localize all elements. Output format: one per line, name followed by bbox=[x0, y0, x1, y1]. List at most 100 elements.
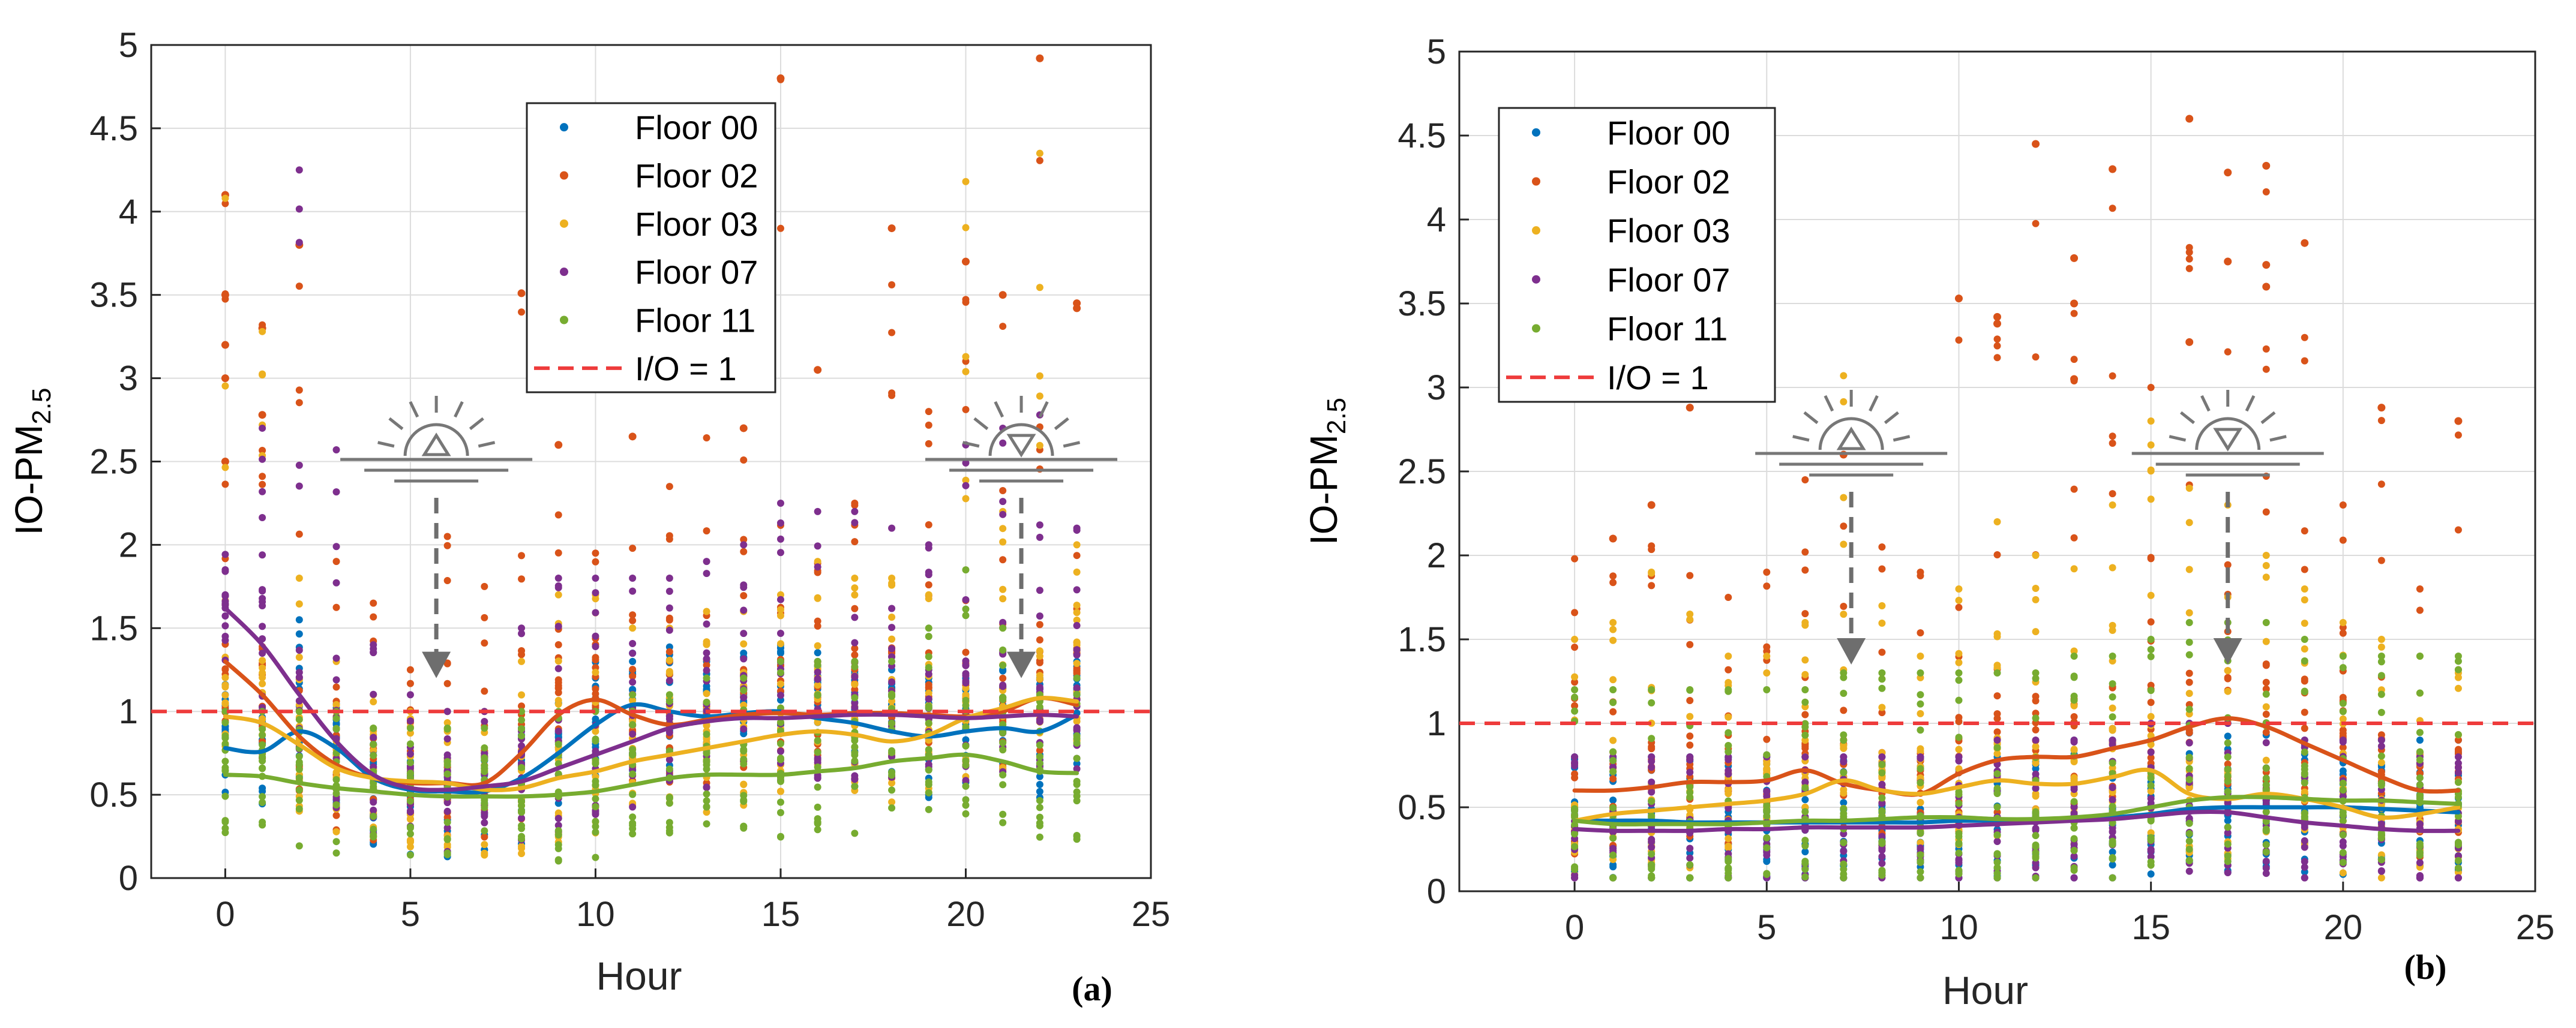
data-point-max bbox=[2416, 653, 2424, 660]
data-point-max bbox=[925, 408, 932, 416]
y-tick-label: 2.5 bbox=[89, 443, 138, 482]
data-point-max bbox=[2377, 653, 2385, 660]
data-point-max bbox=[259, 327, 266, 335]
data-point bbox=[295, 674, 303, 681]
data-point bbox=[1073, 638, 1081, 646]
data-point bbox=[1917, 829, 1924, 837]
data-point bbox=[2147, 713, 2155, 720]
data-point bbox=[518, 691, 526, 699]
data-point bbox=[2109, 848, 2116, 856]
data-point bbox=[1763, 792, 1771, 800]
data-point bbox=[406, 797, 414, 805]
data-point bbox=[406, 740, 414, 748]
data-point-max bbox=[518, 708, 526, 716]
data-point bbox=[1955, 859, 1963, 867]
data-point bbox=[443, 577, 451, 585]
data-point-max bbox=[259, 424, 266, 432]
data-point bbox=[481, 827, 488, 835]
data-point bbox=[629, 721, 637, 729]
data-point bbox=[1840, 742, 1848, 750]
data-point bbox=[554, 665, 562, 672]
data-point bbox=[1073, 690, 1081, 698]
data-point-outlier bbox=[2301, 239, 2309, 247]
data-point bbox=[665, 756, 673, 764]
panel-label-a: (a) bbox=[1072, 969, 1112, 1008]
data-point bbox=[1686, 789, 1694, 796]
data-point bbox=[518, 552, 526, 560]
data-point bbox=[740, 456, 748, 464]
y-axis-label: IO-PM2.5 bbox=[7, 387, 56, 535]
data-point-max bbox=[332, 558, 340, 566]
data-point bbox=[703, 666, 710, 674]
sun-ray bbox=[1884, 411, 1899, 425]
data-point bbox=[2070, 356, 2078, 363]
data-point bbox=[962, 782, 970, 790]
data-point bbox=[2301, 620, 2308, 627]
data-point bbox=[2377, 759, 2385, 767]
data-point bbox=[2224, 675, 2232, 683]
y-tick-label: 4 bbox=[1427, 200, 1446, 239]
data-point bbox=[703, 434, 710, 441]
legend-label: Floor 07 bbox=[1607, 261, 1730, 299]
data-point bbox=[2301, 566, 2308, 573]
data-point bbox=[2301, 333, 2308, 341]
data-point bbox=[1955, 696, 1963, 704]
data-point bbox=[1878, 846, 1886, 854]
down-triangle bbox=[1006, 434, 1036, 458]
data-point bbox=[2109, 704, 2116, 712]
y-tick-label: 2 bbox=[119, 525, 138, 564]
data-point bbox=[1609, 626, 1617, 633]
data-point bbox=[2377, 708, 2385, 716]
data-point bbox=[814, 763, 821, 771]
data-point bbox=[2070, 847, 2078, 855]
data-point bbox=[1609, 796, 1617, 804]
data-point bbox=[2301, 687, 2308, 695]
data-point-outlier bbox=[2454, 417, 2463, 425]
data-point bbox=[925, 746, 932, 753]
data-point-max bbox=[1073, 674, 1081, 682]
data-point bbox=[925, 521, 932, 529]
chart-panel-a: 0 5 10 15 20 25 0 0.5 1 1.5 2 2.5 3 3.5 4 4.5 5 Hour IO-PM… bbox=[7, 26, 1170, 998]
data-point bbox=[2032, 810, 2040, 817]
data-point-max bbox=[629, 691, 637, 699]
data-point bbox=[1571, 702, 1579, 710]
data-point bbox=[2377, 658, 2385, 666]
data-point bbox=[1917, 710, 1924, 717]
data-point bbox=[1840, 769, 1848, 777]
data-point bbox=[962, 224, 970, 232]
y-axis-label-subscript: 2.5 bbox=[27, 387, 56, 424]
data-point bbox=[2147, 555, 2155, 563]
data-point bbox=[259, 447, 266, 455]
data-point bbox=[1917, 691, 1924, 699]
data-point bbox=[962, 801, 970, 809]
data-point bbox=[1571, 760, 1579, 768]
data-point bbox=[2339, 536, 2347, 544]
data-point bbox=[2147, 781, 2155, 789]
data-point bbox=[814, 569, 821, 576]
data-point bbox=[962, 742, 970, 750]
data-point bbox=[1073, 651, 1081, 659]
x-tick-label: 10 bbox=[576, 895, 615, 934]
data-point bbox=[2147, 837, 2155, 844]
data-point bbox=[740, 686, 748, 694]
data-point bbox=[1840, 805, 1848, 813]
data-point bbox=[776, 669, 784, 677]
data-point bbox=[2185, 765, 2193, 772]
data-point bbox=[629, 587, 637, 595]
x-tick-label: 20 bbox=[946, 895, 985, 934]
data-point bbox=[1073, 724, 1081, 732]
data-point bbox=[1763, 787, 1771, 795]
data-point bbox=[1571, 678, 1579, 686]
data-point-max bbox=[2070, 653, 2078, 660]
data-point bbox=[370, 806, 377, 814]
data-point bbox=[665, 648, 673, 656]
data-point bbox=[1993, 744, 2001, 752]
data-point bbox=[2454, 813, 2462, 820]
data-point bbox=[2185, 255, 2193, 263]
data-point-max bbox=[443, 708, 451, 716]
data-point bbox=[1917, 700, 1924, 708]
data-point-max bbox=[1917, 569, 1924, 576]
data-point-max bbox=[1993, 737, 2001, 744]
sun-ray bbox=[2200, 395, 2211, 412]
data-point bbox=[2032, 784, 2040, 792]
